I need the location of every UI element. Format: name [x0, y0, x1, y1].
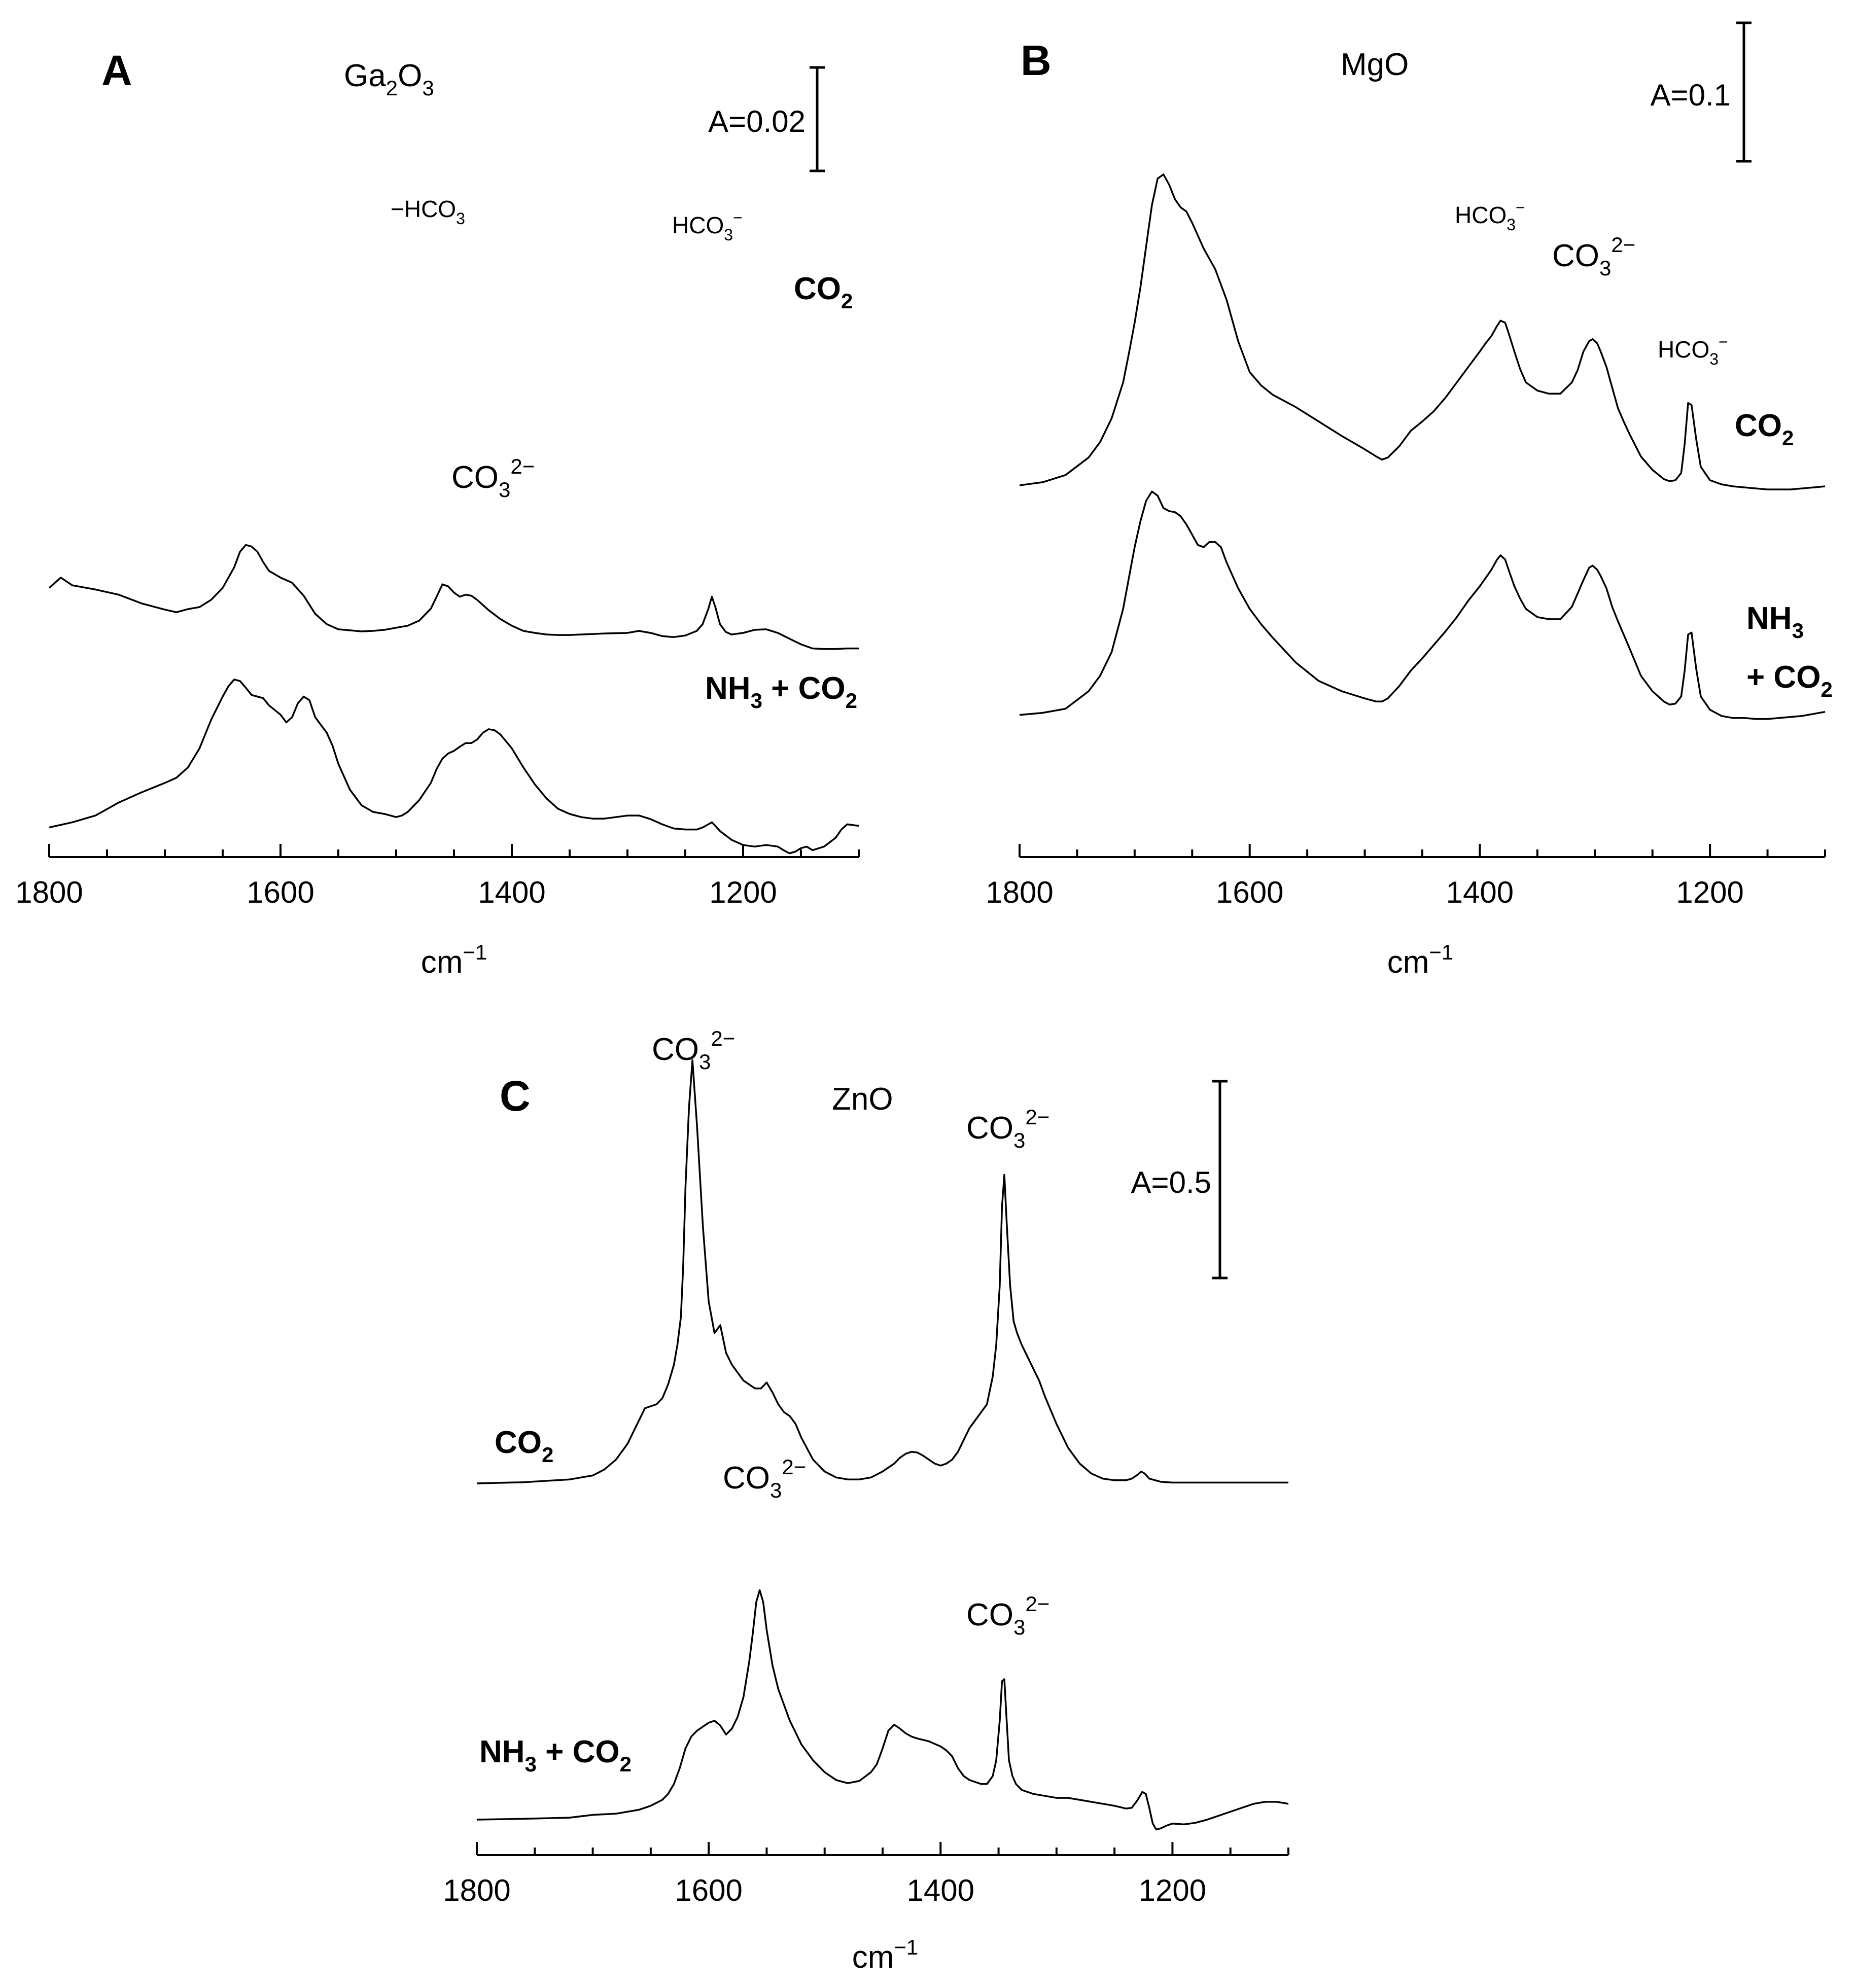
panel-b-annotation-hco3-1218: HCO3− — [1658, 333, 1728, 368]
panel-c-x-tick-label-1200: 1200 — [1139, 1873, 1206, 1907]
panel-a-plot — [48, 544, 859, 855]
panel-a-annotation-hco3-1460: −HCO3 — [391, 196, 465, 228]
panel-a-series-label-nh3-co2: NH3 + CO2 — [705, 671, 857, 713]
panel-c-x-axis: 1800 1600 1400 1200 cm−1 — [443, 1842, 1289, 1975]
panel-a-x-axis-title: cm−1 — [421, 940, 487, 980]
panel-a-annotation-hco3-1225: HCO3− — [672, 208, 743, 244]
panel-c-plot — [476, 1059, 1289, 1831]
panel-c-series-label-nh3-co2: NH3 + CO2 — [479, 1734, 632, 1776]
panel-c-label: C — [500, 1072, 531, 1120]
panel-b-x-axis-title: cm−1 — [1387, 940, 1454, 980]
panel-a-x-tick-label-1600: 1600 — [247, 875, 314, 909]
panel-a: A Ga2O3 A=0.02 1800 1600 1400 1200 cm−1 −HC… — [15, 47, 860, 980]
panel-b-label: B — [1021, 37, 1052, 84]
panel-c-series-label-co2: CO2 — [495, 1425, 553, 1467]
panel-b-scalebar: A=0.1 — [1651, 21, 1752, 163]
panel-c-annotation-co3-1555: CO32− — [723, 1455, 806, 1502]
panel-a-x-tick-label-1400: 1400 — [478, 875, 545, 909]
panel-c-x-tick-label-1400: 1400 — [907, 1873, 974, 1907]
panel-a-series-label-co2: CO2 — [794, 271, 853, 313]
panel-b-series-co2-line — [1019, 173, 1826, 490]
panel-b-series-nh3-co2-line — [1019, 490, 1826, 720]
panel-c-series-nh3-co2-line — [476, 1589, 1289, 1831]
panel-a-x-axis: 1800 1600 1400 1200 cm−1 — [15, 844, 860, 980]
panel-b-scalebar-label: A=0.1 — [1651, 78, 1731, 112]
panel-a-title: Ga2O3 — [344, 58, 434, 100]
panel-b: B MgO A=0.1 1800 1600 1400 1200 cm−1 HCO3− … — [986, 21, 1833, 980]
panel-c-x-axis-title: cm−1 — [852, 1935, 919, 1975]
panel-c-annotation-co3-1345-b: CO32− — [966, 1592, 1049, 1639]
panel-a-scalebar-label: A=0.02 — [708, 104, 806, 138]
panel-c-annotation-co3-1345: CO32− — [966, 1105, 1049, 1152]
panel-a-series-co2-line — [48, 544, 859, 650]
panel-b-series-label-plus-co2: + CO2 — [1746, 660, 1833, 701]
panel-b-title: MgO — [1341, 47, 1409, 82]
panel-b-x-tick-label-1600: 1600 — [1216, 875, 1283, 909]
panel-c-series-co2-line — [476, 1059, 1288, 1484]
panel-b-annotation-co3-1305: CO32− — [1552, 233, 1635, 280]
panel-b-annotation-hco3-1380: HCO3− — [1455, 198, 1525, 234]
panel-c: C ZnO A=0.5 1800 1600 1400 1200 cm−1 CO32− … — [443, 1026, 1289, 1975]
panel-b-x-tick-label-1200: 1200 — [1676, 875, 1743, 909]
panel-a-x-tick-label-1800: 1800 — [15, 875, 83, 909]
panel-a-annotation-co3-1420: CO32− — [451, 454, 535, 502]
panel-a-series-nh3-co2-line — [49, 679, 859, 855]
panel-b-x-axis: 1800 1600 1400 1200 cm−1 — [986, 844, 1826, 980]
panel-c-scalebar: A=0.5 — [1131, 1080, 1228, 1280]
panel-c-x-tick-label-1800: 1800 — [443, 1873, 510, 1907]
panel-c-x-tick-label-1600: 1600 — [675, 1873, 742, 1907]
panel-b-plot — [1019, 173, 1826, 720]
panel-a-label: A — [101, 47, 132, 94]
panel-b-series-label-co2: CO2 — [1735, 408, 1794, 450]
panel-b-x-tick-label-1400: 1400 — [1446, 875, 1514, 909]
panel-b-x-tick-label-1800: 1800 — [986, 875, 1053, 909]
panel-a-scalebar: A=0.02 — [708, 66, 825, 172]
panel-c-title: ZnO — [832, 1082, 893, 1117]
panel-b-series-label-nh3: NH3 — [1746, 601, 1804, 643]
panel-c-scalebar-label: A=0.5 — [1131, 1165, 1211, 1199]
panel-a-x-tick-label-1200: 1200 — [709, 875, 777, 909]
panel-c-annotation-co3-1620: CO32− — [652, 1026, 735, 1074]
